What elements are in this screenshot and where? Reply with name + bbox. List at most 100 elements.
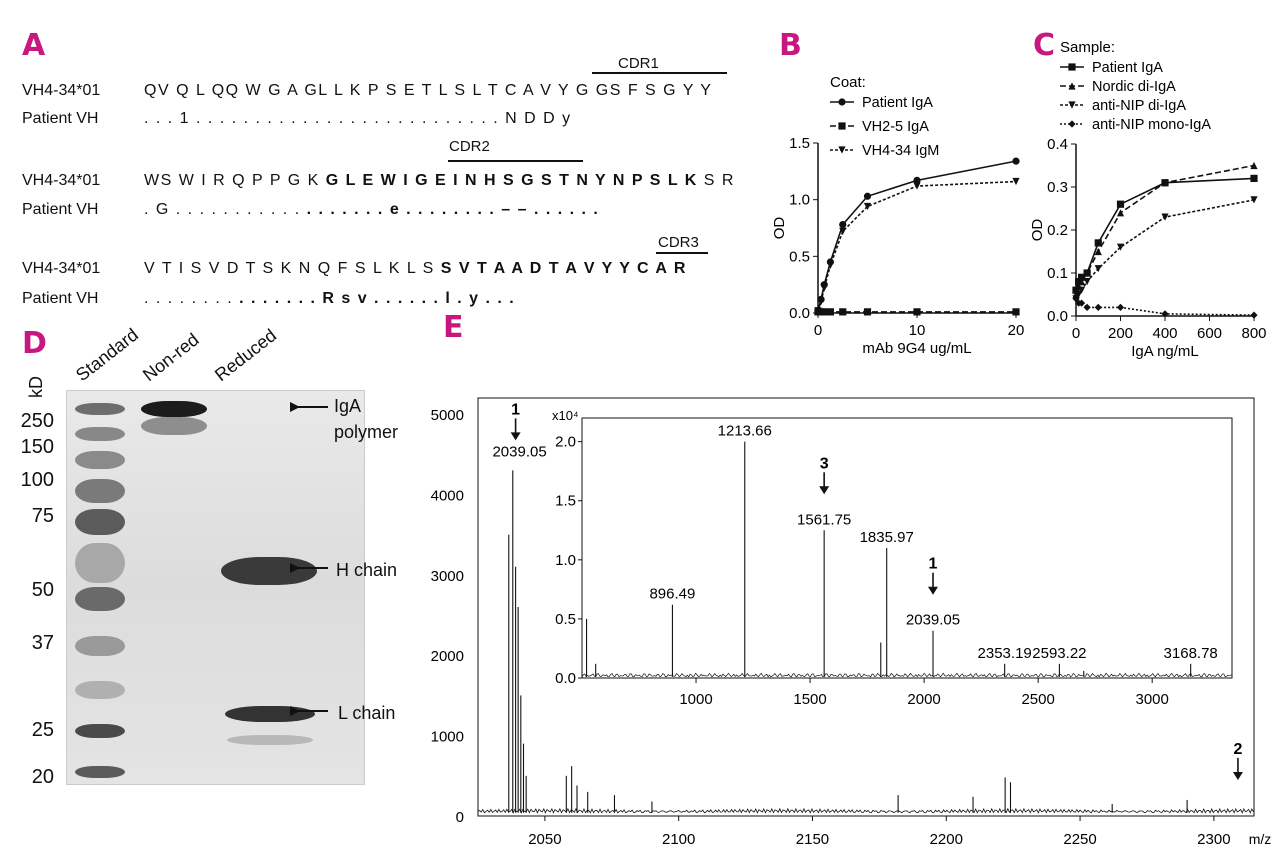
- gel-band: [75, 509, 125, 535]
- legend-label: anti-NIP di-IgA: [1092, 98, 1186, 114]
- data-point: [1250, 174, 1258, 182]
- data-point: [1094, 303, 1102, 311]
- inset-x-tick-label: 2000: [907, 691, 940, 708]
- legend-title: Sample:: [1060, 39, 1115, 56]
- y-tick-label: 1.0: [789, 192, 810, 209]
- data-point: [1077, 286, 1086, 294]
- data-point: [820, 308, 828, 316]
- gel-band: [141, 417, 207, 435]
- data-point: [863, 202, 872, 211]
- inset-arrow-head: [819, 486, 830, 495]
- cdr2-bar: [448, 160, 583, 162]
- y-tick-label: 1000: [431, 729, 464, 746]
- data-point: [1161, 213, 1169, 221]
- x-tick-label: 20: [1008, 322, 1025, 339]
- gel-image: [66, 390, 365, 785]
- data-point: [1161, 179, 1169, 187]
- data-point: [1116, 303, 1125, 311]
- x-axis-label: mAb 9G4 ug/mL: [862, 340, 971, 357]
- gel-band: [75, 587, 125, 611]
- data-point: [1012, 157, 1020, 165]
- seq-row-2-patient: Patient VH . G . . . . . . . . . . . . . …: [22, 201, 599, 219]
- panel-label-e: E: [443, 310, 464, 345]
- inset-frame: [581, 417, 1233, 679]
- data-point: [826, 308, 834, 316]
- marker-250: 250: [20, 410, 54, 432]
- seq-name: Patient VH: [22, 290, 99, 307]
- data-point: [1012, 177, 1020, 186]
- marker-50: 50: [31, 579, 54, 601]
- peak-number: 1: [511, 401, 520, 418]
- y-tick-label: 5000: [431, 407, 464, 424]
- data-point: [1012, 308, 1020, 316]
- y-tick-label: 0.5: [789, 248, 810, 265]
- seq-row-1-patient: Patient VH . . . 1 . . . . . . . . . . . …: [22, 110, 572, 128]
- data-point: [1094, 247, 1102, 256]
- inset-peak-label: 2353.19: [978, 645, 1032, 662]
- inset-x-tick-label: 1500: [793, 691, 826, 708]
- data-point: [1116, 243, 1125, 251]
- data-point: [1075, 278, 1083, 286]
- gel-band: [75, 681, 125, 699]
- seq-body-bold: . . . . . . . R s v . . . . . . l . y . …: [233, 290, 516, 307]
- seq-body: QV Q L QQ W G A GL L K P S E T L S L T C…: [144, 82, 713, 99]
- data-point: [814, 307, 822, 315]
- y-tick-label: 3000: [431, 568, 464, 585]
- y-tick-label: 0.0: [1047, 308, 1068, 325]
- data-point: [1094, 265, 1102, 273]
- seq-body-bold: S V T A A D T A V Y Y C A R: [440, 260, 687, 277]
- kd-label: kD: [26, 376, 46, 398]
- x-tick-label: 2050: [528, 831, 561, 848]
- seq-body: . G . . . . . . . . . . .: [144, 201, 301, 218]
- inset-peak-number: 1: [929, 556, 938, 573]
- data-point: [817, 298, 825, 306]
- inset-peak-label: 1561.75: [797, 511, 851, 528]
- data-point: [1116, 209, 1125, 217]
- gel-arrows: [290, 399, 328, 719]
- legend-title: Coat:: [830, 74, 866, 91]
- data-point: [1072, 286, 1080, 294]
- seq-row-2: VH4-34*01 WS W I R Q P P G K G L E W I G …: [22, 172, 735, 190]
- panel-label-a: A: [22, 28, 46, 63]
- marker-37: 37: [31, 632, 54, 654]
- chart-c: 0.0 0.1 0.2 0.3 0.4 0 200 400 600 800 IgA ng/mL OD S…: [1029, 39, 1267, 360]
- gel-band: [75, 543, 125, 583]
- inset-x-tick-label: 1000: [679, 691, 712, 708]
- marker-20: 20: [31, 766, 54, 788]
- y-tick-label: 2000: [431, 648, 464, 665]
- gel-band: [75, 766, 125, 778]
- legend-marker: [838, 122, 846, 130]
- baseline-noise: [477, 807, 1254, 814]
- seq-row-3: VH4-34*01 V T I S V D T S K N Q F S L K L…: [22, 260, 687, 278]
- y-tick-label: 0.1: [1047, 265, 1068, 282]
- legend-label: Patient IgA: [862, 95, 933, 111]
- x-tick-label: 2200: [930, 831, 963, 848]
- gel-band: [75, 403, 125, 415]
- annotation-l-chain: L chain: [338, 703, 396, 723]
- inset-arrow-head: [928, 586, 939, 595]
- legend-marker: [1068, 120, 1076, 128]
- x-tick-label: 2100: [662, 831, 695, 848]
- data-point: [839, 308, 847, 316]
- gel-band: [75, 636, 125, 656]
- x-tick-label: 600: [1197, 325, 1222, 342]
- peak-arrow-head: [510, 432, 521, 441]
- cdr3-label: CDR3: [658, 234, 699, 251]
- cdr1-bar: [592, 72, 727, 74]
- data-point: [1075, 290, 1083, 299]
- x-tick-label: 800: [1241, 325, 1266, 342]
- peak-arrow-head: [1232, 771, 1243, 780]
- seq-body-bold: G L E W I G E I N H S G S T N Y N P S L …: [325, 172, 698, 189]
- data-point: [1083, 303, 1091, 311]
- inset-y-tick-label: 0.5: [555, 611, 576, 628]
- inset-y-tick-label: 1.0: [555, 552, 576, 569]
- inset-y-tick-label: 0.0: [555, 670, 576, 687]
- inset-y-tick-label: 1.5: [555, 493, 576, 510]
- cdr1-label: CDR1: [618, 55, 659, 72]
- annotation-polymer: polymer: [334, 422, 399, 442]
- seq-name: VH4-34*01: [22, 260, 101, 277]
- chart-b: 0.0 0.5 1.0 1.5 0 10 20 mAb 9G4 ug/mL OD Coat: Pat…: [771, 74, 1025, 357]
- inset-y-tick-label: 2.0: [555, 434, 576, 451]
- inset-x-tick-label: 2500: [1021, 691, 1054, 708]
